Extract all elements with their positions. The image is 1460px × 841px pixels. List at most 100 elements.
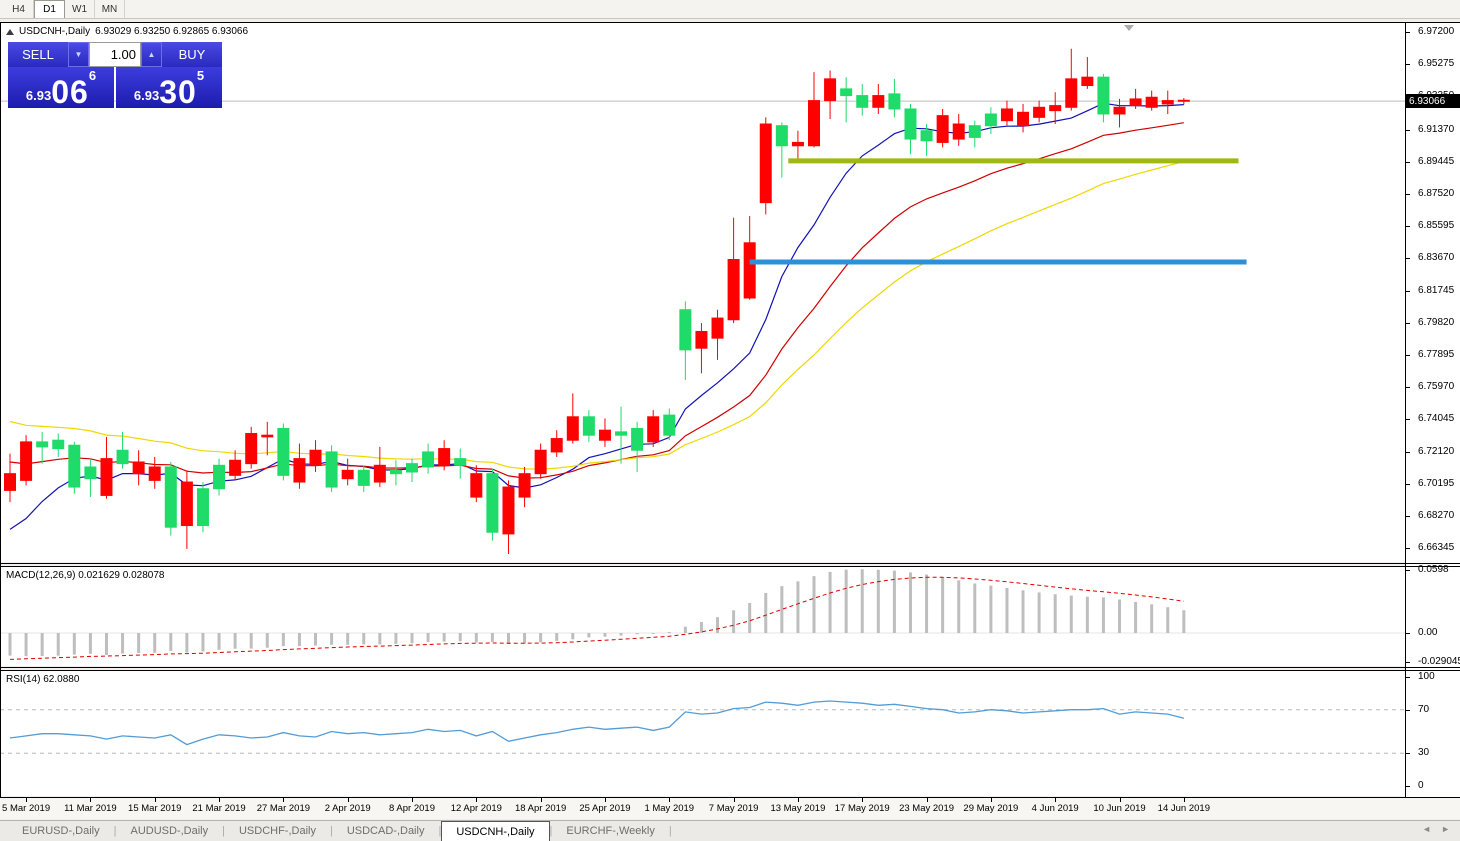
time-tick-label: 10 Jun 2019 [1093, 803, 1146, 814]
symbol-tab-bar: EURUSD-,Daily | AUDUSD-,Daily | USDCHF-,Dail… [0, 820, 1460, 841]
time-tick-mark [604, 798, 606, 802]
time-tick-label: 27 Mar 2019 [256, 803, 311, 814]
indicator-tick-mark [1406, 709, 1410, 711]
price-axis-border [1405, 22, 1406, 797]
volume-increase-button[interactable]: ▲ [141, 42, 162, 67]
indicator-tick-mark [1406, 753, 1410, 755]
price-tick-mark [1406, 32, 1410, 33]
panel-border [0, 566, 1460, 567]
time-tick-mark [347, 798, 349, 802]
volume-decrease-button[interactable]: ▼ [68, 42, 89, 67]
price-axis[interactable]: 6.972006.952756.933506.913706.894456.875… [1406, 22, 1460, 819]
buy-price-big: 30 [159, 74, 197, 110]
rsi-line [9, 700, 1185, 746]
price-tick-label: 6.87520 [1418, 187, 1455, 199]
timeframe-button-h4[interactable]: H4 [4, 0, 34, 18]
time-tick-mark [990, 798, 992, 802]
chart-title: USDCNH-,Daily 6.93029 6.93250 6.92865 6.… [6, 26, 248, 37]
price-tick-label: 6.95275 [1418, 58, 1455, 70]
time-tick-mark [1055, 798, 1057, 802]
panel-border [0, 22, 1460, 23]
panel-border [0, 563, 1460, 564]
price-tick-label: 6.89445 [1418, 155, 1455, 167]
symbol-tab-eurchf[interactable]: EURCHF-,Weekly [566, 825, 655, 837]
price-tick-mark [1406, 451, 1410, 453]
tab-separator: | [113, 825, 117, 837]
tab-separator: | [549, 825, 553, 837]
timeframe-button-d1[interactable]: D1 [34, 0, 65, 18]
chart-scroll-marker-icon[interactable] [1124, 25, 1134, 31]
price-tick-label: 6.75970 [1418, 381, 1455, 393]
time-tick-label: 25 Apr 2019 [579, 803, 631, 814]
time-tick-mark [1119, 798, 1121, 802]
symbol-tab-eurusd[interactable]: EURUSD-,Daily [22, 825, 100, 837]
tab-separator: | [438, 825, 442, 837]
time-tick-mark [540, 798, 542, 802]
timeframe-toolbar: H4 D1 W1 MN [0, 0, 1460, 19]
rsi-tick-label: 100 [1418, 671, 1435, 682]
one-click-trading-widget: SELL ▼ ▲ BUY 6.93 06 6 6.93 30 5 [8, 42, 222, 108]
symbol-tab-audusd[interactable]: AUDUSD-,Daily [130, 825, 209, 837]
main-chart-canvas[interactable] [0, 23, 1405, 562]
time-tick-mark [412, 798, 413, 802]
price-tick-mark [1406, 258, 1410, 260]
tab-scroll-controls: ◄ ► [1422, 824, 1450, 834]
time-tick-label: 21 Mar 2019 [192, 803, 246, 814]
price-tick-label: 6.72120 [1418, 445, 1455, 457]
price-tick-label: 6.66345 [1418, 542, 1455, 554]
time-tick-mark [26, 798, 28, 802]
symbol-tab-usdcad[interactable]: USDCAD-,Daily [346, 825, 425, 837]
price-tick-mark [1406, 548, 1410, 550]
price-tick-label: 6.74045 [1418, 413, 1455, 425]
symbol-tab-usdcnh[interactable]: USDCNH-,Daily [441, 821, 550, 841]
time-tick-mark [90, 798, 92, 802]
price-tick-mark [1406, 322, 1410, 324]
time-tick-label: 1 May 2019 [644, 803, 695, 814]
main-chart-panel [0, 23, 1405, 562]
indicator-tick-mark [1406, 633, 1410, 634]
chart-symbol-label: USDCNH-,Daily [19, 26, 91, 37]
buy-price-display[interactable]: 6.93 30 5 [116, 67, 222, 108]
price-tick-mark [1406, 226, 1410, 228]
price-tick-mark [1406, 419, 1410, 421]
ema-medium-line [9, 122, 1184, 479]
rsi-tick-label: 0 [1418, 780, 1424, 791]
rsi-canvas[interactable] [0, 671, 1405, 796]
price-tick-label: 6.83670 [1418, 252, 1455, 264]
time-tick-label: 13 May 2019 [770, 803, 826, 814]
buy-button[interactable]: BUY [162, 42, 222, 67]
price-tick-mark [1406, 483, 1410, 485]
time-tick-mark [283, 798, 285, 802]
volume-input[interactable] [89, 42, 141, 67]
panel-border [0, 667, 1460, 668]
time-tick-label: 5 Mar 2019 [2, 803, 51, 814]
price-tick-label: 6.85595 [1418, 220, 1455, 232]
time-axis[interactable]: 5 Mar 2019 11 Mar 2019 15 Mar 2019 21 Mar 2… [0, 798, 1460, 819]
timeframe-button-w1[interactable]: W1 [65, 0, 95, 18]
chart-ohlc-values: 6.93029 6.93250 6.92865 6.93066 [95, 26, 249, 37]
symbol-tab-usdchf[interactable]: USDCHF-,Daily [238, 825, 316, 837]
price-tick-mark [1406, 129, 1410, 131]
time-tick-mark [862, 798, 864, 802]
time-tick-mark [733, 798, 735, 802]
time-tick-label: 14 Jun 2019 [1157, 803, 1210, 814]
price-tick-mark [1406, 64, 1410, 66]
macd-tick-label: 0.0598 [1418, 564, 1449, 575]
indicator-tick-mark [1406, 786, 1410, 787]
price-tick-label: 6.68270 [1418, 509, 1455, 521]
collapse-triangle-icon[interactable] [6, 28, 14, 35]
tab-scroll-left-icon[interactable]: ◄ [1422, 824, 1432, 834]
time-tick-mark [669, 798, 671, 802]
tab-separator: | [668, 825, 672, 837]
tab-scroll-right-icon[interactable]: ► [1441, 824, 1450, 834]
macd-canvas[interactable] [0, 567, 1405, 666]
price-tick-label: 6.97200 [1418, 26, 1455, 37]
timeframe-button-mn[interactable]: MN [95, 0, 125, 18]
sell-price-display[interactable]: 6.93 06 6 [8, 67, 114, 108]
time-tick-label: 15 Mar 2019 [128, 803, 182, 814]
panel-border [0, 797, 1460, 798]
sell-button[interactable]: SELL [8, 42, 68, 67]
time-tick-label: 17 May 2019 [834, 803, 890, 814]
macd-tick-label: -0.029045 [1418, 656, 1460, 667]
time-tick-label: 2 Apr 2019 [324, 803, 371, 814]
